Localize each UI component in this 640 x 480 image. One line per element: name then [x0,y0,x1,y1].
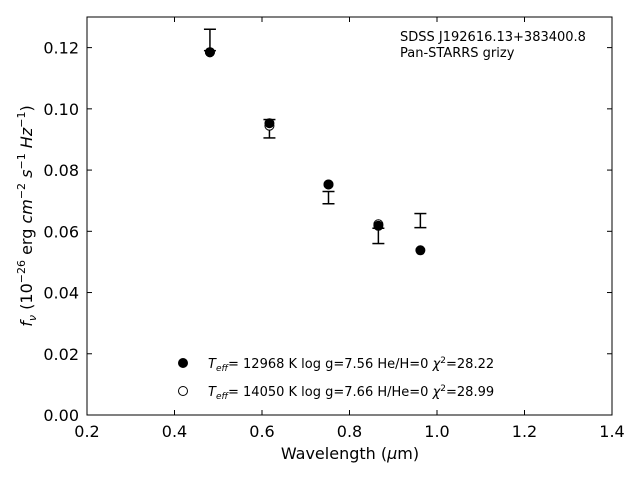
y-label-f: f [17,319,36,327]
y-tick-label: 0.04 [43,284,79,303]
legend1-val: =28.22 [446,357,494,372]
x-tick-label: 1.0 [424,422,449,441]
annotation-object-name: SDSS J192616.13+383400.8 [400,30,586,45]
legend2-val: =28.99 [446,385,494,400]
x-axis-label-word: Wavelength ( [281,444,387,463]
y-axis-label: fν (10−26 erg cm−2 s−1 Hz−1) [15,105,39,326]
legend2-T: T [208,385,217,400]
annotation-survey: Pan-STARRS grizy [400,46,515,61]
y-label-close: ) [17,105,36,111]
legend-marker-open [178,386,188,396]
model-point-filled [204,47,215,58]
x-tick-label: 0.6 [249,422,274,441]
legend2-chi: χ [432,385,442,400]
x-tick-label: 1.4 [599,422,624,441]
error-bar [322,190,335,205]
y-tick-label: 0.10 [43,100,79,119]
plot-frame [86,16,613,416]
legend: Teff= 12968 K log g=7.56 He/H=0 χ2=28.22… [178,356,494,402]
x-tick-label: 0.4 [162,422,187,441]
y-tick-label: 0.08 [43,161,79,180]
y-label-erg: erg [17,224,36,260]
x-tick-label: 1.2 [512,422,537,441]
legend1-T: T [208,357,217,372]
y-label-exp4: −1 [15,112,28,128]
legend1-eff: eff [216,364,230,374]
legend1-sq: 2 [440,356,446,366]
x-axis-label: Wavelength (μm) [281,444,419,463]
model-point-filled [373,220,384,231]
model-point-filled [415,245,426,256]
y-label-open: (10 [17,283,36,315]
y-tick-label: 0.12 [43,39,79,58]
x-axis-label-unit: m) [397,444,419,463]
model-points [204,47,426,256]
axis-ticks: 0.2 0.4 0.6 0.8 1.0 1.2 1.4 0.00 0.02 0.04 0.06 0.0… [43,17,625,441]
y-tick-label: 0.06 [43,222,79,241]
legend-label-filled: Teff= 12968 K log g=7.56 He/H=0 χ2=28.22 [208,356,494,374]
x-tick-label: 0.8 [337,422,362,441]
legend1-chi: χ [432,357,442,372]
model-point-filled [323,179,334,190]
legend2-mid: = 14050 K log g=7.66 H/He=0 [228,385,433,400]
x-tick-label: 0.2 [74,422,99,441]
x-axis-label-mu: μ [386,444,397,463]
y-label-exp1: −26 [15,260,28,283]
y-tick-label: 0.00 [43,406,79,425]
y-label-s: s [17,170,36,178]
y-tick-label: 0.02 [43,345,79,364]
y-label-cm: cm [17,199,36,223]
y-label-hz: Hz [17,127,36,148]
legend2-eff: eff [216,392,230,402]
y-label-exp3: −1 [15,153,28,169]
y-label-nu: ν [26,315,39,321]
observed-error-bars [203,28,427,245]
legend1-mid: = 12968 K log g=7.56 He/H=0 [228,357,433,372]
legend-marker-filled [178,358,188,368]
error-bar [414,212,427,229]
y-label-exp2: −2 [15,183,28,199]
legend-label-open: Teff= 14050 K log g=7.66 H/He=0 χ2=28.99 [208,384,494,402]
legend2-sq: 2 [440,384,446,394]
model-point-filled [264,118,275,129]
